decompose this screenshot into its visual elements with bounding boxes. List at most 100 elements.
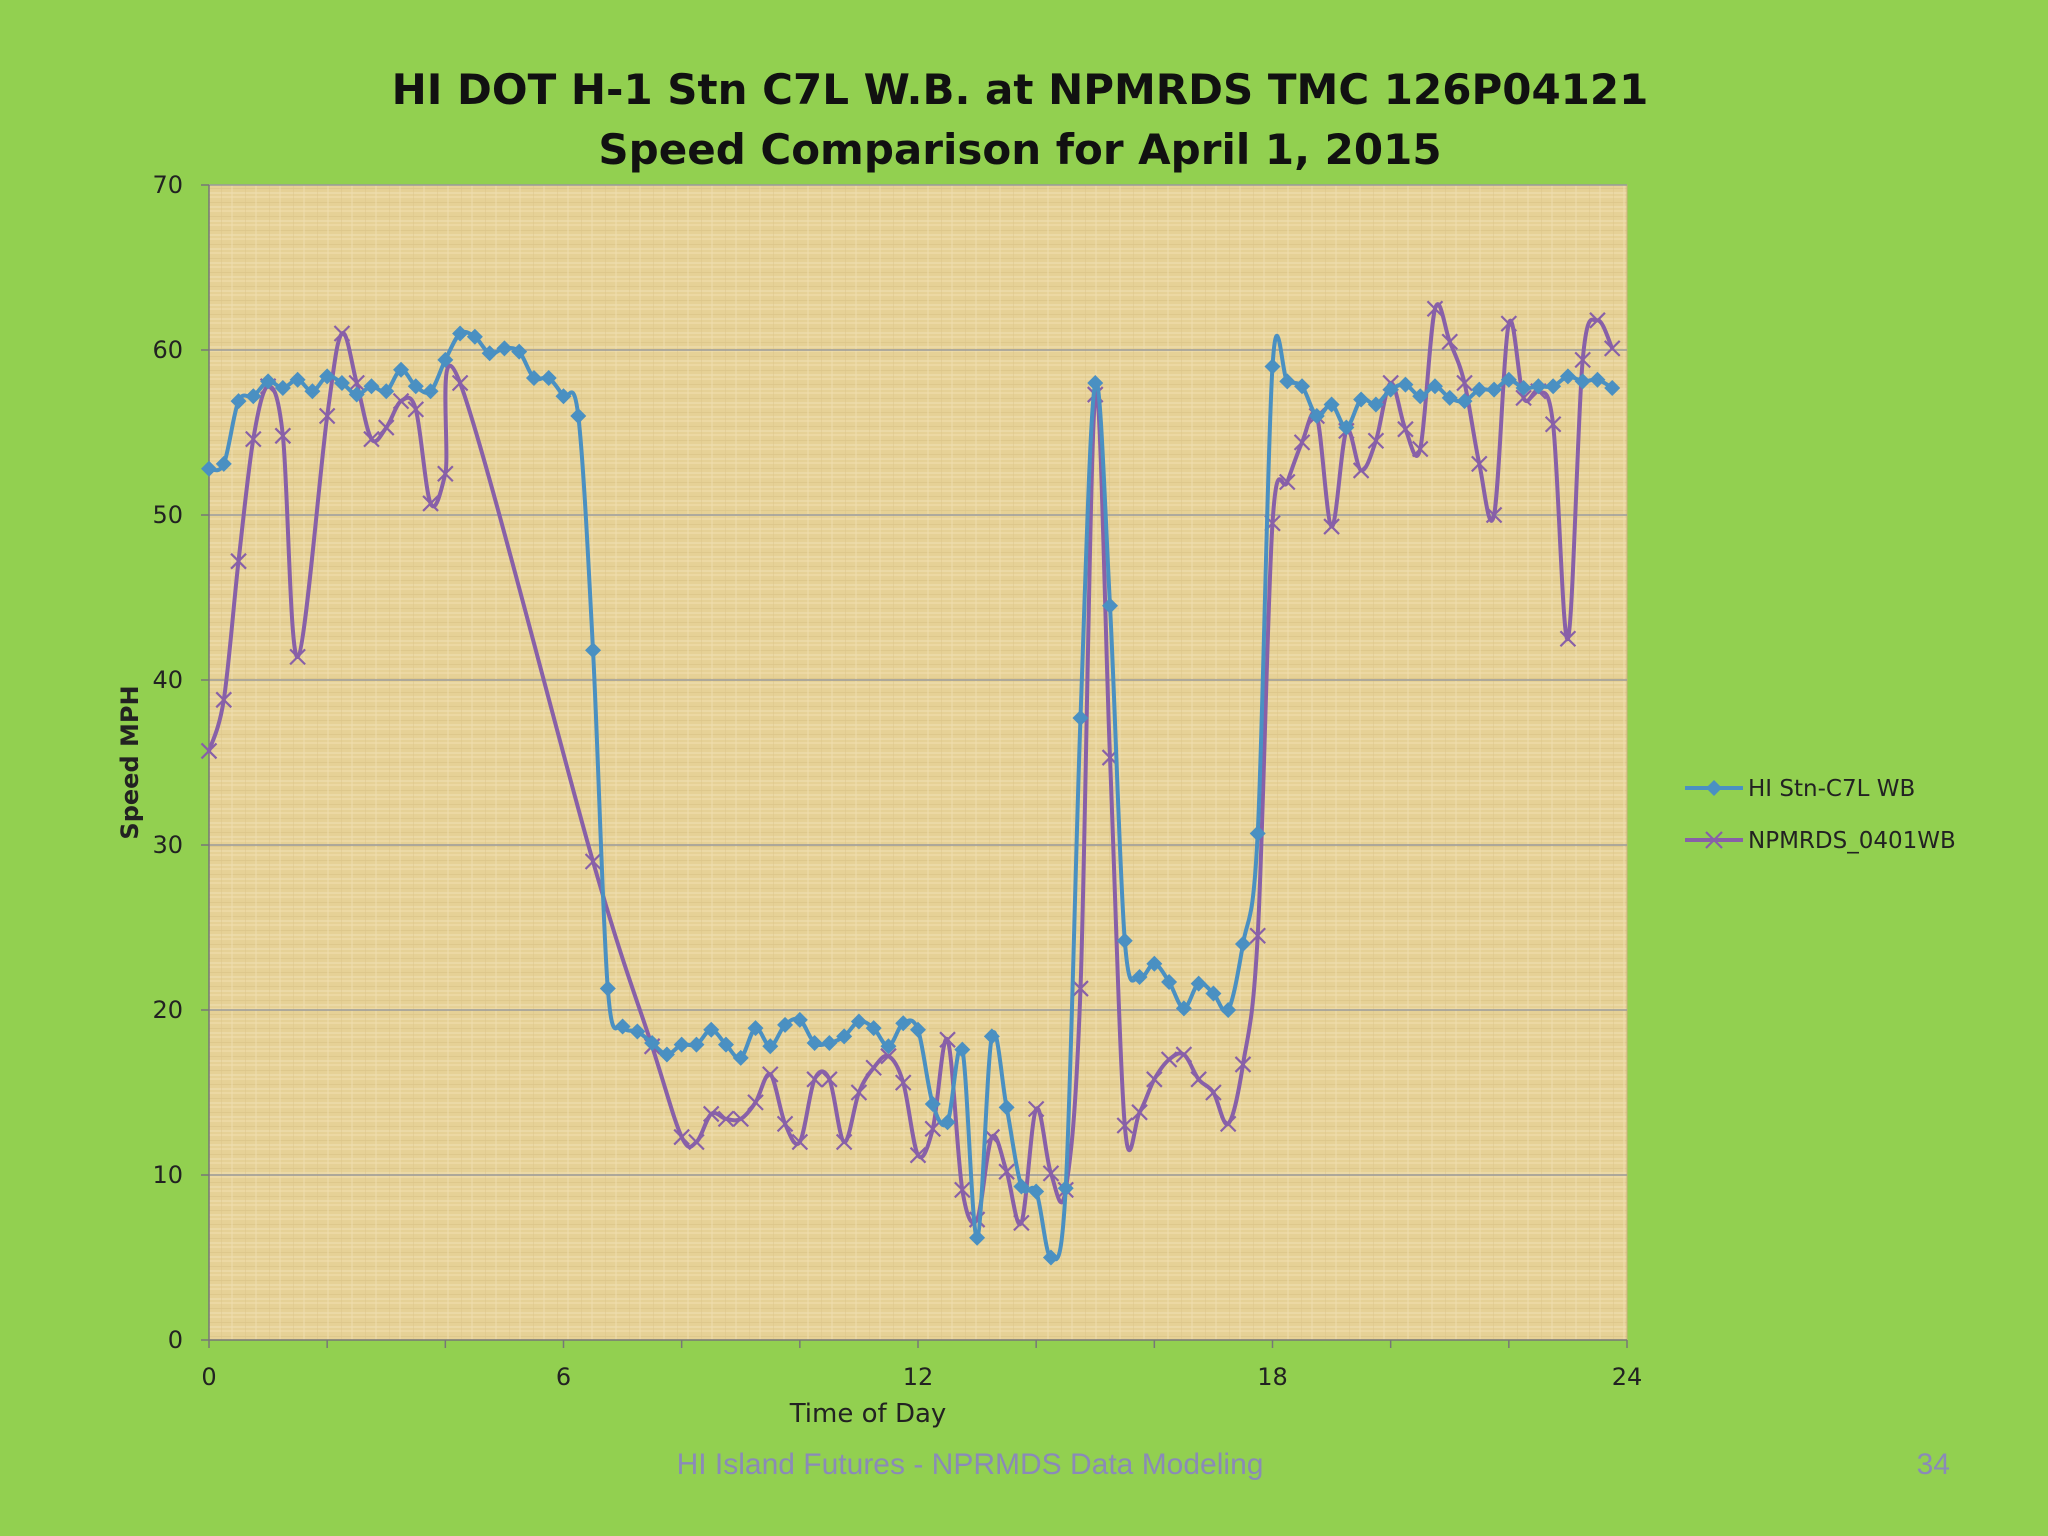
data-point [1234,936,1251,952]
chart-title-line: HI DOT H-1 Stn C7L W.B. at NPMRDS TMC 12… [392,65,1649,114]
data-point [1500,371,1517,388]
data-point [1323,396,1340,413]
data-point [1338,419,1355,436]
data-point [1220,1002,1237,1018]
data-point [348,386,365,403]
data-point [747,1094,764,1111]
data-point [452,325,469,342]
data-point [747,1020,764,1037]
data-point [954,1181,971,1199]
data-point [363,430,380,448]
data-point [215,691,233,709]
data-point [1013,1214,1030,1232]
y-tick-label: 10 [152,1161,183,1189]
data-point [939,1031,956,1048]
data-point [437,351,454,368]
data-point [776,1115,794,1133]
data-point [1500,315,1518,332]
data-point [954,1041,971,1058]
data-point [1013,1178,1030,1195]
data-point [230,393,247,410]
data-point [363,378,380,395]
data-point [1057,1180,1074,1197]
data-point [481,345,498,362]
data-point [1175,1000,1192,1017]
data-point [1367,432,1385,450]
data-point [1190,975,1207,992]
data-point [1160,1051,1178,1068]
data-point [1589,312,1606,329]
data-point [1249,825,1266,842]
data-point [1102,597,1119,614]
data-point [658,1046,675,1063]
y-axis-title: Speed MPH [116,685,144,839]
data-point [393,361,410,378]
data-point [777,1016,794,1033]
chart-title: HI DOT H-1 Stn C7L W.B. at NPMRDS TMC 12… [392,65,1649,174]
data-point [1530,378,1547,395]
data-point [998,1099,1015,1116]
data-point [466,328,483,345]
data-point [1397,420,1414,438]
data-point [585,642,602,659]
data-point [1353,391,1370,408]
data-point [1412,388,1429,405]
data-point [1441,389,1458,406]
data-point [1323,518,1340,535]
data-point [717,1036,734,1053]
data-point [629,1023,646,1040]
data-point [969,1229,986,1246]
data-point [1131,1104,1148,1121]
data-point [835,1133,853,1151]
data-point [1028,1183,1045,1200]
data-point [673,1128,690,1146]
data-point [1486,381,1503,398]
data-point [1293,434,1311,451]
data-point [540,370,557,387]
data-point [377,419,395,436]
data-point [407,378,424,395]
data-point [1485,506,1503,524]
data-point [274,379,291,396]
data-point [584,853,602,870]
data-point [865,1059,882,1077]
y-tick-label: 60 [152,336,183,364]
data-point [939,1114,956,1131]
data-point [333,375,350,391]
y-tick-label: 50 [152,501,183,529]
data-point [1426,300,1444,318]
data-point [1382,381,1399,398]
data-point [673,1036,690,1053]
data-point [688,1133,705,1151]
data-point [1146,955,1163,972]
x-tick-label: 24 [1612,1363,1643,1391]
data-point [1471,381,1488,398]
data-point [1574,351,1591,369]
x-tick-label: 18 [1257,1363,1288,1391]
footer-text: HI Island Futures - NPRMDS Data Modeling [676,1448,1264,1481]
data-point [289,648,306,666]
data-point [511,343,528,360]
data-point [1042,1165,1060,1182]
x-tick-label: 6 [556,1363,571,1391]
data-point [1456,393,1473,410]
data-point [1205,1084,1222,1101]
legend-marker [1705,831,1723,849]
data-point [791,1133,809,1151]
data-point [525,370,542,387]
data-point [717,1110,735,1128]
data-point [333,325,351,342]
data-point [1367,396,1384,413]
data-point [1544,415,1562,433]
data-point [200,742,218,760]
data-point [570,408,587,424]
data-point [1279,373,1296,390]
data-point [422,495,439,512]
data-point [1308,408,1325,424]
data-point [1411,440,1429,458]
data-point [614,1018,631,1035]
data-point [998,1163,1015,1180]
x-axis-title: Time of Day [789,1399,947,1429]
data-point [1131,969,1148,985]
